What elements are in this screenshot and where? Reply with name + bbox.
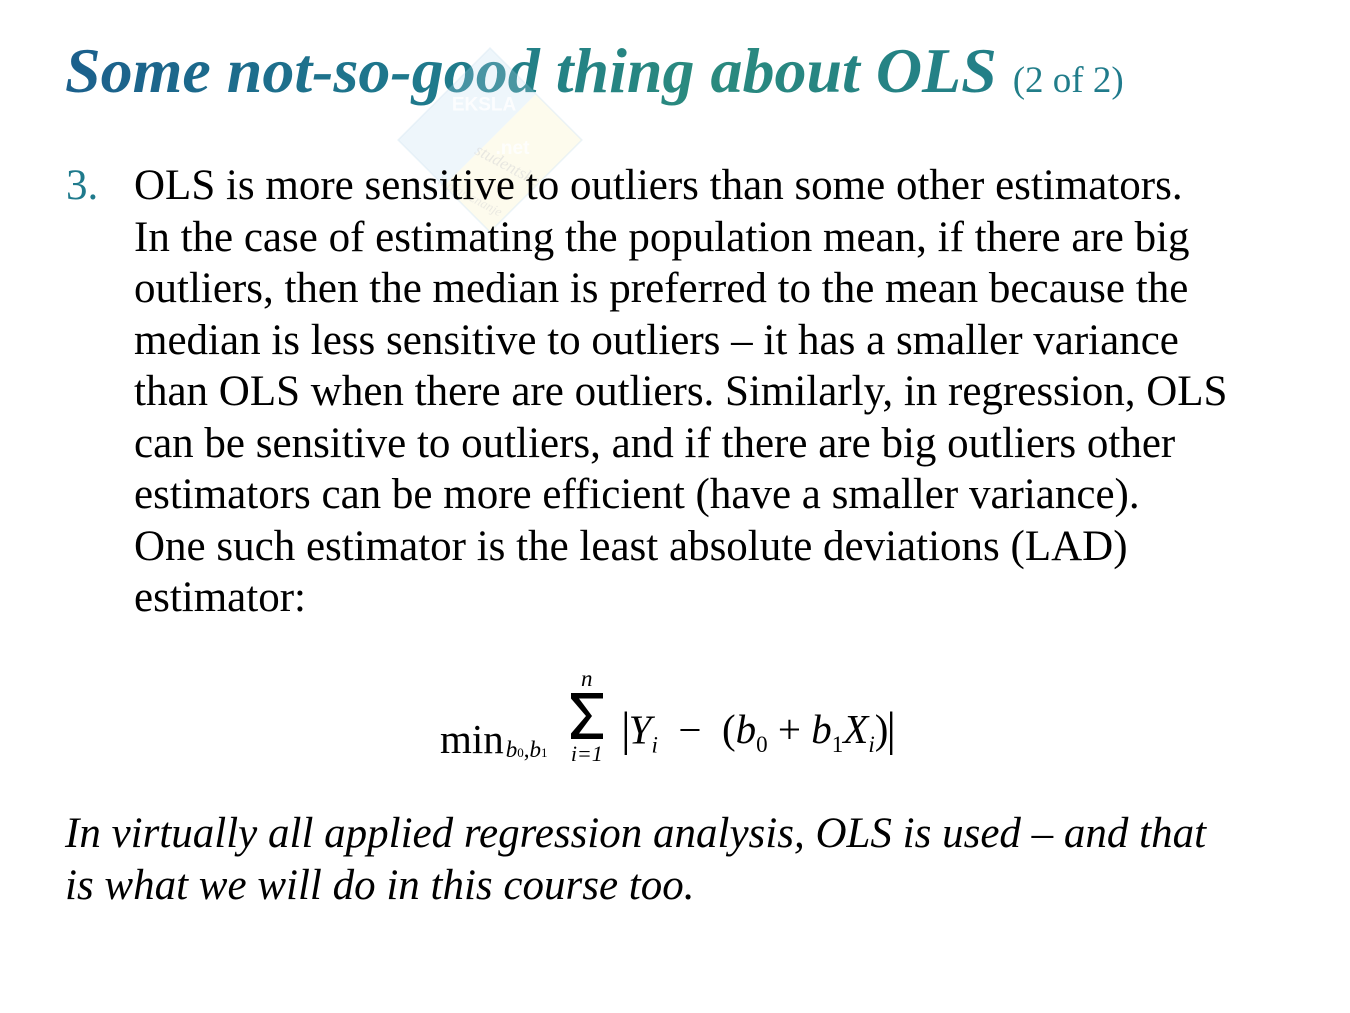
svg-text:EKSLA: EKSLA (452, 94, 517, 115)
